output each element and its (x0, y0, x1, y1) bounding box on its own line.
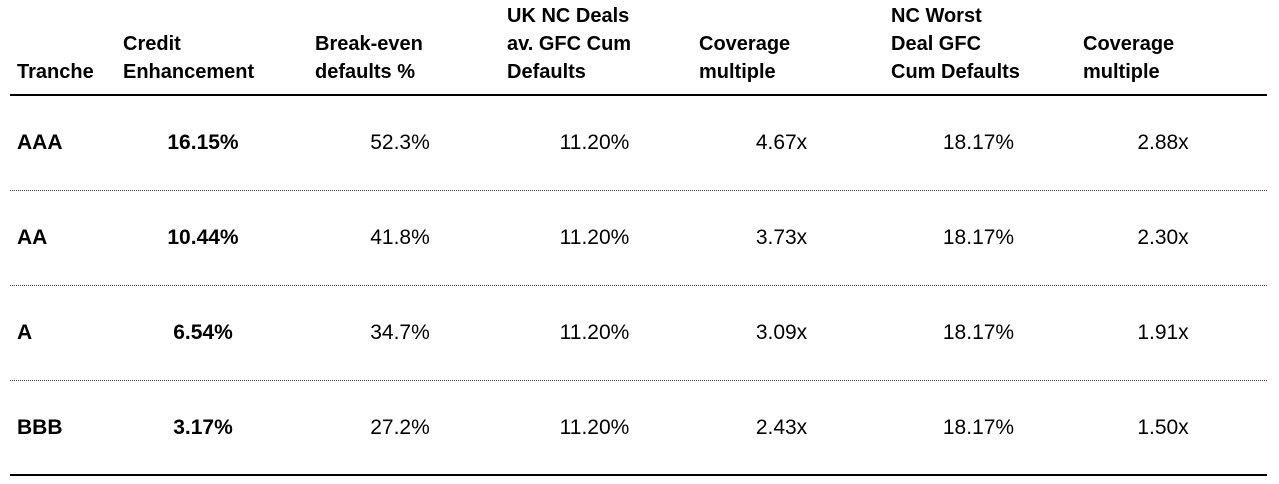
cell-uk-nc-deals: 11.20% (559, 226, 630, 249)
cell-nc-worst: 18.17% (942, 415, 1015, 439)
cell-tranche: AAA (17, 131, 63, 154)
header-uk-nc-deals: UK NC Deals av. GFC Cum Defaults (507, 5, 632, 83)
tranche-table: Tranche Credit Enhancement Break-even de… (10, 0, 1267, 476)
header-credit-enhancement: Credit Enhancement (123, 33, 255, 83)
header-tranche: Tranche (17, 61, 94, 83)
cell-coverage-multiple-2: 2.30x (1137, 226, 1189, 249)
cell-tranche: BBB (17, 415, 63, 439)
header-coverage-multiple-1: Coverage multiple (699, 33, 791, 83)
table-row: AA 10.44% 41.8% 11.20% 3.73x 18.17% 2.30… (10, 191, 1267, 286)
cell-uk-nc-deals: 11.20% (559, 131, 630, 154)
cell-coverage-multiple-1: 3.73x (755, 226, 808, 249)
cell-coverage-multiple-1: 3.09x (755, 321, 808, 344)
cell-credit-enhancement: 6.54% (173, 321, 233, 344)
table-row: BBB 3.17% 27.2% 11.20% 2.43x 18.17% 1.50… (10, 381, 1267, 476)
cell-nc-worst: 18.17% (942, 226, 1015, 249)
cell-coverage-multiple-2: 1.50x (1137, 415, 1189, 439)
cell-nc-worst: 18.17% (942, 321, 1015, 344)
cell-credit-enhancement: 3.17% (173, 415, 233, 439)
cell-nc-worst: 18.17% (942, 131, 1015, 154)
header-coverage-multiple-2: Coverage multiple (1083, 33, 1175, 83)
cell-uk-nc-deals: 11.20% (559, 415, 630, 439)
cell-credit-enhancement: 10.44% (167, 226, 239, 249)
table-header: Tranche Credit Enhancement Break-even de… (10, 0, 1267, 96)
cell-tranche: A (17, 321, 33, 344)
cell-break-even: 34.7% (370, 321, 430, 344)
cell-break-even: 41.8% (370, 226, 430, 249)
cell-tranche: AA (17, 226, 48, 249)
table-row: AAA 16.15% 52.3% 11.20% 4.67x 18.17% 2.8… (10, 96, 1267, 191)
cell-coverage-multiple-2: 2.88x (1137, 131, 1189, 154)
cell-coverage-multiple-1: 4.67x (755, 131, 808, 154)
table-row: A 6.54% 34.7% 11.20% 3.09x 18.17% 1.91x (10, 286, 1267, 381)
cell-uk-nc-deals: 11.20% (559, 321, 630, 344)
header-nc-worst: NC Worst Deal GFC Cum Defaults (891, 5, 1020, 83)
cell-break-even: 27.2% (370, 415, 430, 439)
cell-credit-enhancement: 16.15% (167, 131, 239, 154)
header-break-even: Break-even defaults % (315, 33, 423, 83)
cell-break-even: 52.3% (370, 131, 430, 154)
cell-coverage-multiple-1: 2.43x (755, 415, 808, 439)
cell-coverage-multiple-2: 1.91x (1137, 321, 1189, 344)
